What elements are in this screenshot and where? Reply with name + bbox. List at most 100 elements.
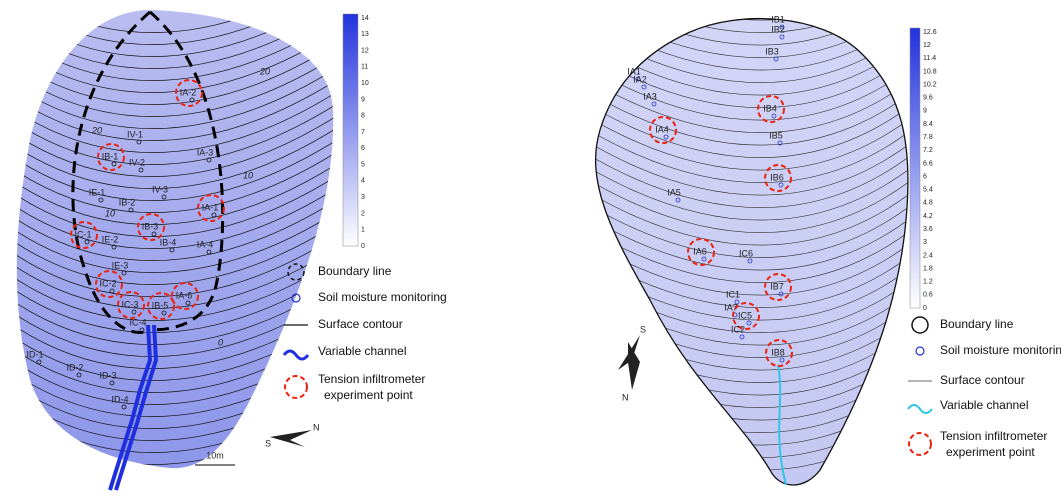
compass-label: N	[313, 422, 320, 432]
point-label: IE-1	[89, 187, 106, 197]
colorbar-label: 0.6	[923, 292, 933, 299]
point-label: IC6	[739, 248, 753, 258]
point-label: IA6	[693, 246, 707, 256]
legend-boundary	[912, 317, 928, 333]
point-label: ID-3	[99, 370, 116, 380]
point-label: IB2	[771, 24, 785, 34]
legend-channel	[908, 405, 932, 413]
compass-label: S	[265, 438, 271, 448]
point-label: IV-1	[127, 129, 143, 139]
colorbar-label: 3.6	[923, 226, 933, 233]
point-label: IB8	[771, 347, 785, 357]
contour-label: 20	[91, 125, 102, 135]
point-label: IC-3	[121, 299, 138, 309]
colorbar-label: 13	[361, 31, 369, 38]
legend-label: Surface contour	[318, 317, 403, 331]
legend-label: Boundary line	[940, 317, 1014, 331]
point-label: IA5	[667, 187, 681, 197]
compass	[618, 335, 640, 390]
colorbar-label: 4.2	[923, 213, 933, 220]
point-label: IB5	[769, 130, 783, 140]
colorbar	[910, 28, 920, 308]
point-label: IA-4	[197, 239, 214, 249]
legend-label: Surface contour	[940, 373, 1025, 387]
point-label: IB1	[771, 14, 785, 24]
colorbar-label: 2.4	[923, 252, 933, 259]
legend-label: Soil moisture monitoring	[318, 290, 447, 304]
colorbar-label: 1	[361, 227, 365, 234]
legend-label: Tension infiltrometer	[940, 429, 1047, 443]
legend-label: Soil moisture monitoring	[940, 343, 1061, 357]
colorbar-label: 4.8	[923, 200, 933, 207]
colorbar-label: 10.2	[923, 81, 937, 88]
colorbar-label: 0	[923, 305, 927, 312]
colorbar	[343, 14, 358, 246]
colorbar-label: 14	[361, 15, 369, 22]
point-label: IA2	[633, 74, 647, 84]
point-label: IC5	[738, 310, 752, 320]
point-label: IB-5	[152, 300, 169, 310]
colorbar-label: 9	[923, 108, 927, 115]
colorbar-label: 0	[361, 243, 365, 250]
colorbar-label: 6	[361, 145, 365, 152]
colorbar-label: 9	[361, 96, 365, 103]
colorbar-label: 7.2	[923, 147, 933, 154]
point-label: IB-1	[102, 151, 119, 161]
legend-moisture	[916, 347, 924, 355]
colorbar-label: 6.6	[923, 160, 933, 167]
colorbar-label: 7.8	[923, 134, 933, 141]
point-label: IB-2	[119, 197, 136, 207]
point-label: IA-3	[197, 147, 214, 157]
colorbar-label: 8	[361, 113, 365, 120]
colorbar-label: 9.6	[923, 95, 933, 102]
figure: 10m S N S N 0123456789101112131400.61.21…	[0, 0, 1061, 493]
legend-label: experiment point	[946, 445, 1035, 459]
colorbar-label: 6	[923, 173, 927, 180]
point-label: IV-3	[152, 184, 168, 194]
point-label: ID-1	[26, 349, 43, 359]
colorbar-label: 12	[923, 42, 931, 49]
legend-label: Variable channel	[940, 398, 1029, 412]
point-label: IC-4	[129, 317, 146, 327]
point-label: IB-3	[142, 221, 159, 231]
colorbar-label: 3	[923, 239, 927, 246]
point-label: IB7	[770, 281, 784, 291]
colorbar-label: 11	[361, 64, 368, 71]
point-label: IB6	[770, 172, 784, 182]
colorbar-label: 10	[361, 80, 369, 87]
point-label: IB-4	[160, 237, 177, 247]
point-label: IC-1	[74, 229, 91, 239]
legend-tension	[285, 376, 307, 398]
point-label: IE-2	[102, 234, 119, 244]
colorbar-label: 5.4	[923, 187, 933, 194]
point-label: IC1	[726, 289, 740, 299]
scale-label: 10m	[206, 450, 224, 460]
point-label: IB3	[765, 46, 779, 56]
point-label: IE-3	[112, 260, 129, 270]
compass-label: S	[640, 324, 646, 334]
contour-label: 0	[218, 337, 223, 347]
legend-label: Boundary line	[318, 264, 392, 278]
point-label: IA3	[643, 91, 657, 101]
contour-label: 10	[105, 208, 115, 218]
legend-channel	[284, 351, 308, 359]
colorbar-label: 7	[361, 129, 365, 136]
point-label: ID-2	[66, 362, 83, 372]
colorbar-label: 12.6	[923, 29, 937, 36]
contour	[580, 0, 930, 8]
colorbar-label: 11.4	[923, 55, 936, 62]
colorbar-label: 2	[361, 210, 365, 217]
colorbar-label: 5	[361, 161, 365, 168]
contour	[580, 0, 930, 20]
legend-label: Variable channel	[318, 344, 407, 358]
contour-label: 10	[243, 170, 253, 180]
legend-label: experiment point	[324, 388, 413, 402]
point-label: IC2	[731, 324, 745, 334]
point-label: ID-4	[111, 394, 128, 404]
point-label: IA-1	[202, 202, 219, 212]
colorbar-label: 12	[361, 47, 369, 54]
colorbar-label: 10.8	[923, 68, 937, 75]
contour-label: 20	[259, 66, 270, 76]
colorbar-label: 1.8	[923, 265, 933, 272]
legend-label: Tension infiltrometer	[318, 372, 425, 386]
